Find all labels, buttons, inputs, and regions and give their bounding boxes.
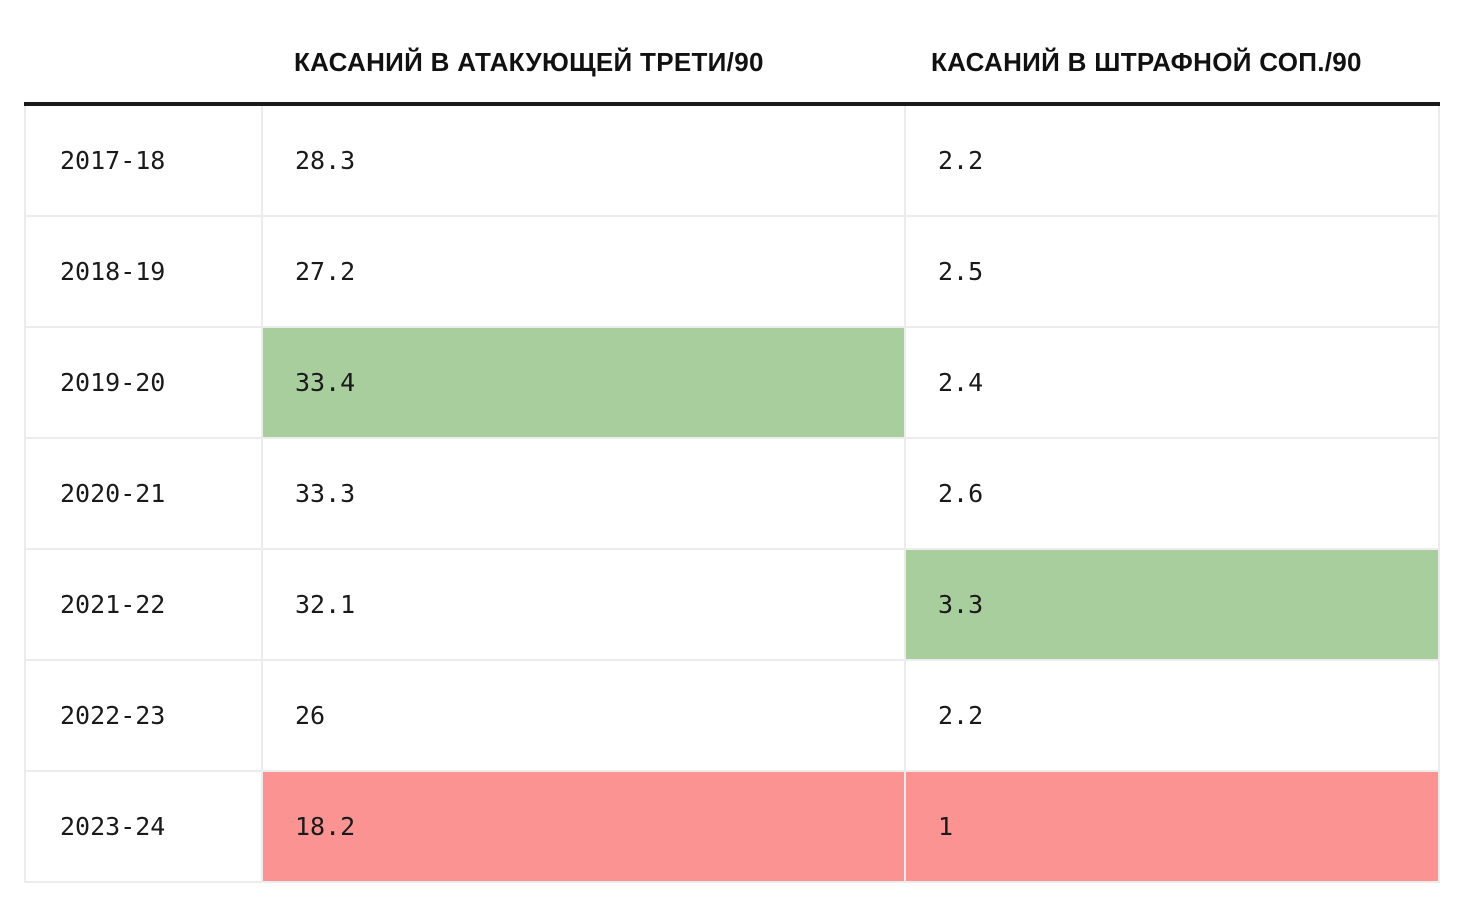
season-cell: 2018-19 <box>24 215 263 328</box>
season-cell: 2020-21 <box>24 437 263 550</box>
header-season <box>25 22 262 106</box>
attacking-third-cell: 26 <box>261 659 906 772</box>
header-opponent-box-touches: КАСАНИЙ В ШТРАФНОЙ СОП./90 <box>905 22 1439 106</box>
table-row: 2018-19 27.2 2.5 <box>24 215 1440 328</box>
table-row: 2022-23 26 2.2 <box>24 659 1440 772</box>
opp-box-cell: 2.2 <box>904 659 1440 772</box>
opp-box-cell: 2.5 <box>904 215 1440 328</box>
table-row: 2023-24 18.2 1 <box>24 770 1440 883</box>
table-row: 2021-22 32.1 3.3 <box>24 548 1440 661</box>
header-row: КАСАНИЙ В АТАКУЮЩЕЙ ТРЕТИ/90 КАСАНИЙ В Ш… <box>25 22 1439 106</box>
opp-box-cell: 2.2 <box>904 103 1440 217</box>
season-cell: 2023-24 <box>24 770 263 883</box>
table-row: 2020-21 33.3 2.6 <box>24 437 1440 550</box>
opp-box-cell: 2.4 <box>904 326 1440 439</box>
header-attacking-third-touches: КАСАНИЙ В АТАКУЮЩЕЙ ТРЕТИ/90 <box>262 22 905 106</box>
attacking-third-cell: 18.2 <box>261 770 906 883</box>
opp-box-cell: 2.6 <box>904 437 1440 550</box>
table-row: 2017-18 28.3 2.2 <box>24 103 1440 217</box>
stats-table: КАСАНИЙ В АТАКУЮЩЕЙ ТРЕТИ/90 КАСАНИЙ В Ш… <box>24 22 1440 883</box>
attacking-third-cell: 33.4 <box>261 326 906 439</box>
attacking-third-cell: 27.2 <box>261 215 906 328</box>
attacking-third-cell: 32.1 <box>261 548 906 661</box>
season-cell: 2021-22 <box>24 548 263 661</box>
season-cell: 2022-23 <box>24 659 263 772</box>
attacking-third-cell: 33.3 <box>261 437 906 550</box>
season-cell: 2019-20 <box>24 326 263 439</box>
table-body: 2017-18 28.3 2.2 2018-19 27.2 2.5 2019-2… <box>24 103 1440 883</box>
season-cell: 2017-18 <box>24 103 263 217</box>
table-row: 2019-20 33.4 2.4 <box>24 326 1440 439</box>
table-header: КАСАНИЙ В АТАКУЮЩЕЙ ТРЕТИ/90 КАСАНИЙ В Ш… <box>25 22 1439 106</box>
opp-box-cell: 3.3 <box>904 548 1440 661</box>
opp-box-cell: 1 <box>904 770 1440 883</box>
attacking-third-cell: 28.3 <box>261 103 906 217</box>
